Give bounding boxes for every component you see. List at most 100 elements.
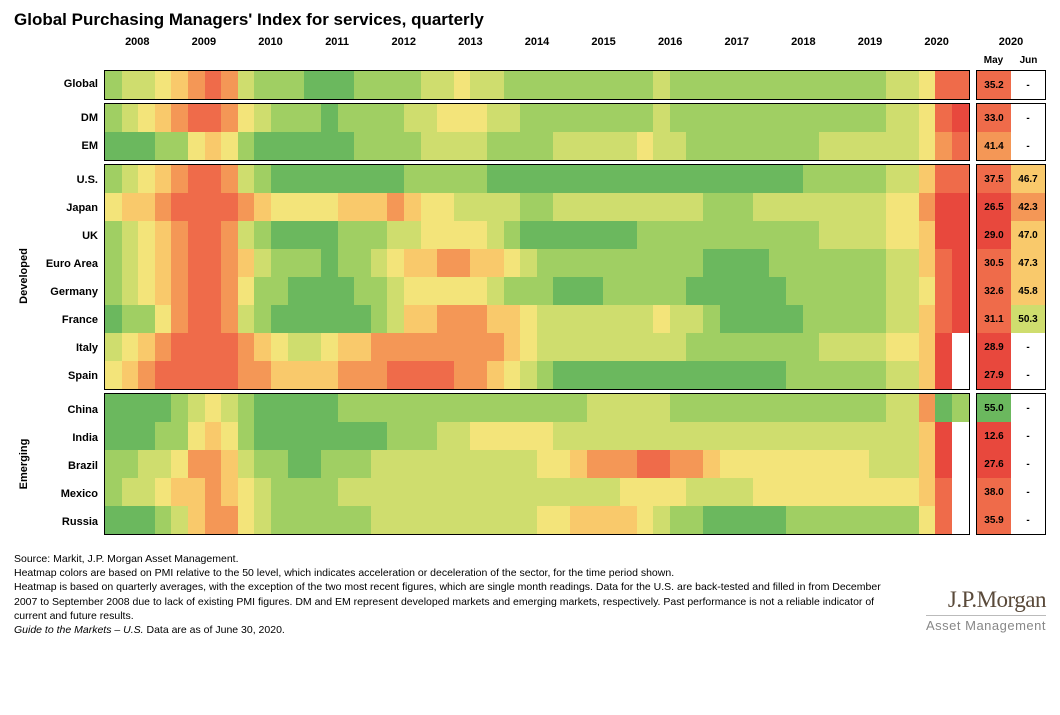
heatmap-cell <box>371 305 388 333</box>
heatmap-cell <box>869 394 886 422</box>
heatmap-cell <box>254 221 271 249</box>
heatmap-cell <box>354 422 371 450</box>
heatmap-cell <box>935 333 952 361</box>
heatmap-cell <box>205 132 222 160</box>
heatmap-cell <box>603 71 620 99</box>
heatmap-cell <box>520 333 537 361</box>
heatmap-cell <box>769 506 786 534</box>
values-months-row: MayJun <box>976 52 1046 70</box>
heatmap-cell <box>703 165 720 193</box>
heatmap-cell <box>238 305 255 333</box>
heatmap-cell <box>205 104 222 132</box>
heatmap-cell <box>736 305 753 333</box>
heatmap-cell <box>254 104 271 132</box>
heatmap-cell <box>504 104 521 132</box>
heatmap-cell <box>803 71 820 99</box>
heatmap-row <box>105 277 969 305</box>
heatmap-cell <box>769 450 786 478</box>
heatmap-cell <box>321 333 338 361</box>
heatmap-cell <box>587 450 604 478</box>
row-label: India <box>36 424 104 452</box>
heatmap-cell <box>454 305 471 333</box>
heatmap-cell <box>487 394 504 422</box>
year-label: 2017 <box>703 36 770 52</box>
heatmap-cell <box>122 249 139 277</box>
heatmap-cell <box>470 249 487 277</box>
heatmap-cell <box>321 221 338 249</box>
heatmap-cell <box>686 277 703 305</box>
heatmap-cell <box>338 506 355 534</box>
heatmap-cell <box>852 450 869 478</box>
heatmap-cell <box>935 249 952 277</box>
heatmap-cell <box>454 422 471 450</box>
heatmap-cell <box>504 132 521 160</box>
heatmap-cell <box>504 478 521 506</box>
heatmap-cell <box>587 193 604 221</box>
heatmap-cell <box>254 305 271 333</box>
heatmap-cell <box>653 422 670 450</box>
heatmap-cell <box>869 478 886 506</box>
heatmap-cell <box>819 478 836 506</box>
heatmap-cell <box>205 221 222 249</box>
heatmap-cell <box>138 249 155 277</box>
heatmap-cell <box>653 333 670 361</box>
heatmap-cell <box>603 277 620 305</box>
heatmap-cell <box>869 333 886 361</box>
group-labels-column: DevelopedEmerging <box>14 36 36 542</box>
heatmap-cell <box>620 277 637 305</box>
value-cell: 33.0 <box>977 104 1011 132</box>
year-label: 2019 <box>837 36 904 52</box>
heatmap-cell <box>387 277 404 305</box>
heatmap-cell <box>703 450 720 478</box>
heatmap-cell <box>670 71 687 99</box>
values-row: 35.2- <box>977 71 1045 99</box>
value-cell: 28.9 <box>977 333 1011 361</box>
heatmap-cell <box>852 221 869 249</box>
heatmap-cell <box>653 165 670 193</box>
heatmap-cell <box>321 104 338 132</box>
heatmap-cell <box>537 193 554 221</box>
heatmap-cell <box>171 478 188 506</box>
heatmap-cell <box>338 333 355 361</box>
heatmap-cell <box>720 132 737 160</box>
row-label: Spain <box>36 362 104 390</box>
heatmap-cell <box>188 478 205 506</box>
value-cell: 27.6 <box>977 450 1011 478</box>
heatmap-cell <box>321 193 338 221</box>
heatmap-row <box>105 394 969 422</box>
row-label: Italy <box>36 334 104 362</box>
heatmap-cell <box>470 394 487 422</box>
year-label: 2011 <box>304 36 371 52</box>
heatmap-cell <box>603 478 620 506</box>
footer-line1: Heatmap colors are based on PMI relative… <box>14 567 674 579</box>
heatmap-cell <box>155 71 172 99</box>
heatmap-cell <box>653 361 670 389</box>
heatmap-cell <box>504 422 521 450</box>
heatmap-cell <box>138 394 155 422</box>
heatmap-cell <box>105 394 122 422</box>
heatmap-cell <box>603 249 620 277</box>
heatmap-cell <box>620 71 637 99</box>
heatmap-cell <box>769 394 786 422</box>
heatmap-cell <box>653 277 670 305</box>
heatmap-cell <box>703 506 720 534</box>
heatmap-cell <box>105 305 122 333</box>
heatmap-cell <box>188 305 205 333</box>
heatmap-cell <box>171 361 188 389</box>
heatmap-cell <box>852 394 869 422</box>
heatmap-cell <box>902 249 919 277</box>
heatmap-cell <box>504 221 521 249</box>
heatmap-row <box>105 132 969 160</box>
value-cell: - <box>1011 450 1045 478</box>
heatmap-cell <box>786 305 803 333</box>
heatmap-cell <box>919 422 936 450</box>
heatmap-cell <box>221 422 238 450</box>
heatmap-cell <box>138 305 155 333</box>
heatmap-cell <box>952 422 969 450</box>
values-row: 32.645.8 <box>977 277 1045 305</box>
heatmap-cell <box>354 361 371 389</box>
heatmap-cell <box>703 249 720 277</box>
heatmap-cell <box>254 193 271 221</box>
heatmap-cell <box>254 71 271 99</box>
heatmap-cell <box>271 478 288 506</box>
